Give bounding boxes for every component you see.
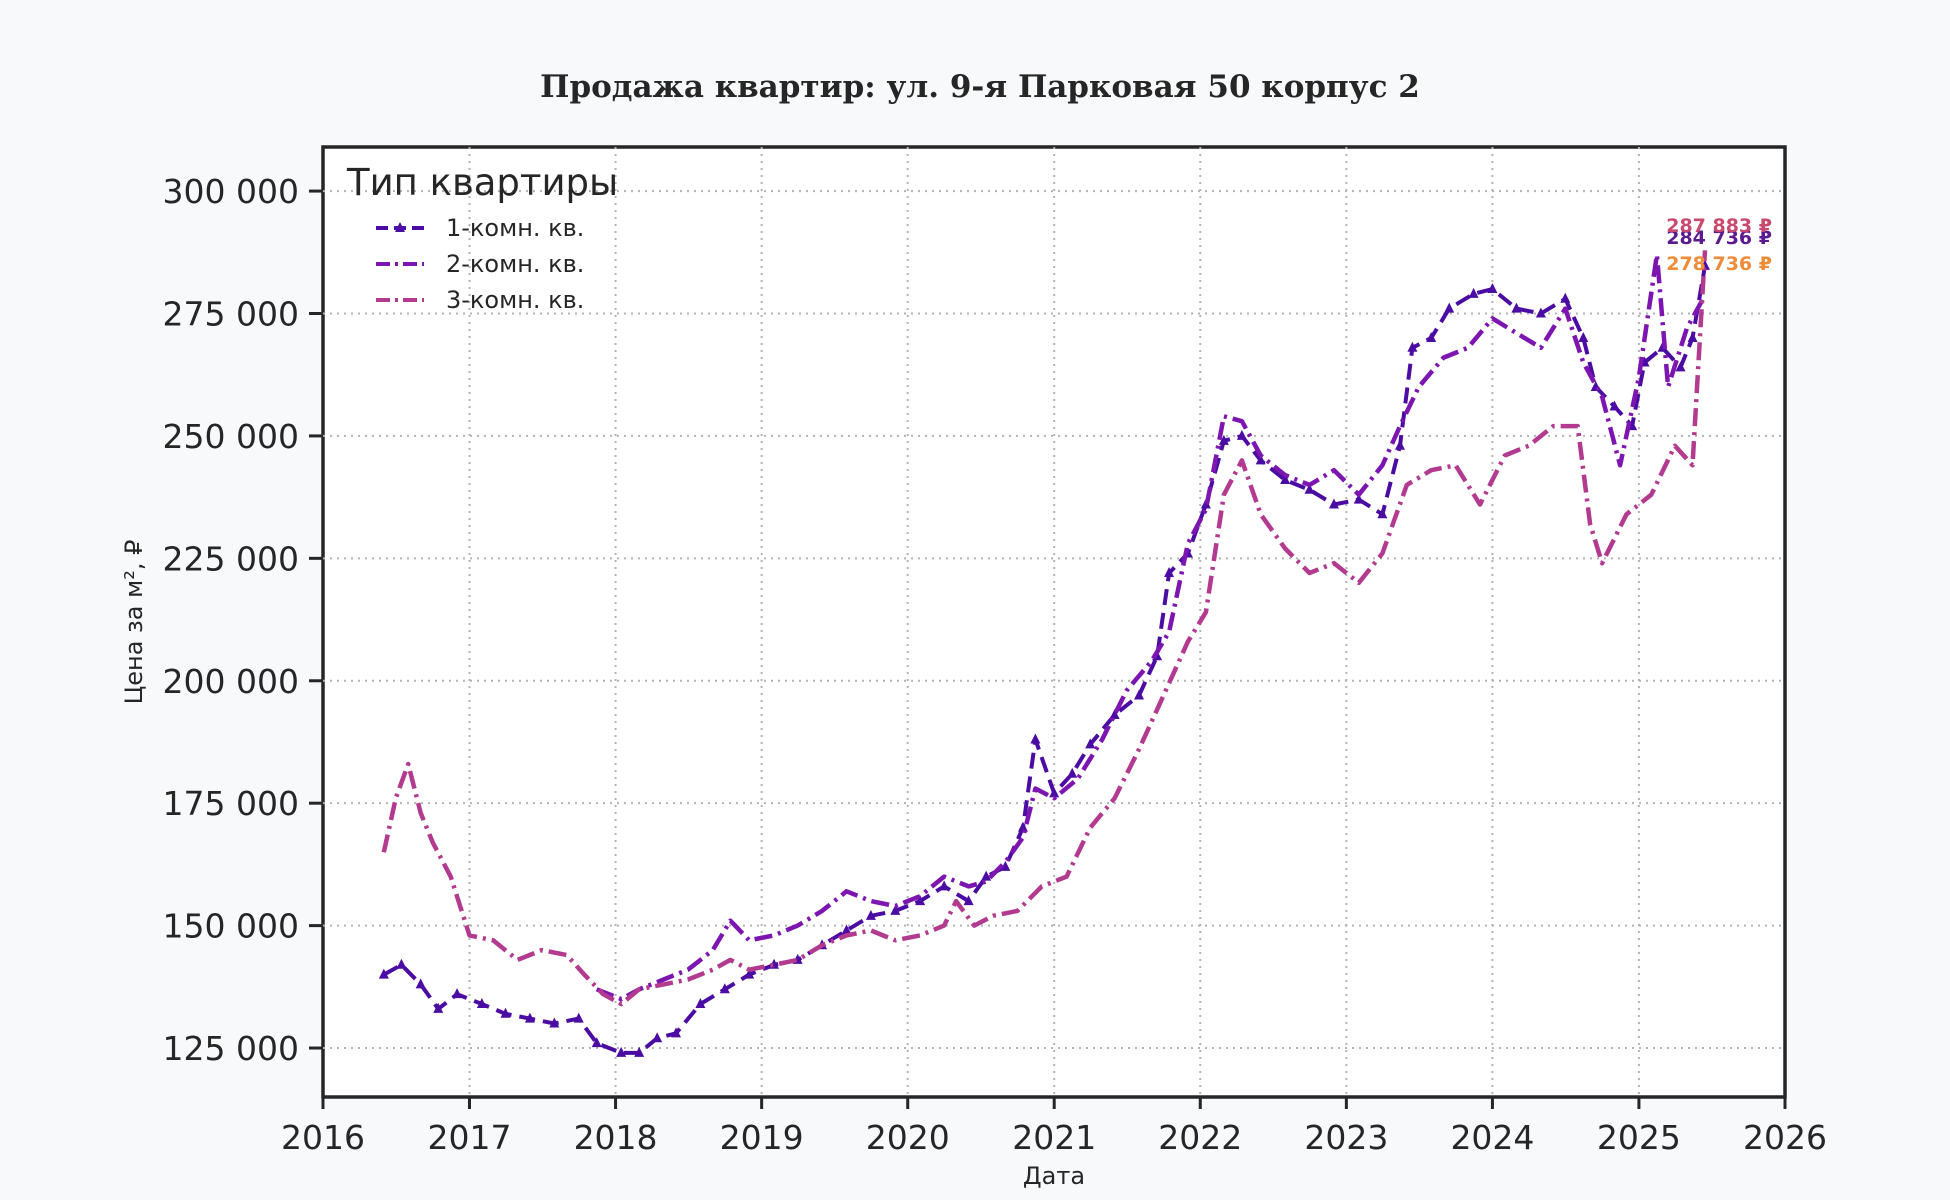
data-point-marker xyxy=(1353,493,1364,504)
series-line xyxy=(381,250,1708,1007)
data-point-marker xyxy=(433,1002,444,1013)
y-tick-label: 250 000 xyxy=(163,417,299,456)
legend-item: 1-комн. кв. xyxy=(376,214,584,242)
x-tick-label: 2023 xyxy=(1304,1118,1388,1157)
end-value-label: 278 736 ₽ xyxy=(1666,253,1772,275)
data-point-marker xyxy=(1109,709,1120,720)
data-point-marker xyxy=(1560,292,1571,303)
data-point-marker xyxy=(695,997,706,1008)
legend-label: 3-комн. кв. xyxy=(446,286,584,314)
data-point-marker xyxy=(1487,283,1498,294)
end-labels: 284 736 ₽ 278 736 ₽ 287 883 ₽ xyxy=(1666,215,1772,275)
data-point-marker xyxy=(1377,508,1388,519)
data-point-marker xyxy=(963,895,974,906)
data-point-marker xyxy=(591,1037,602,1048)
data-point-marker xyxy=(1134,689,1145,700)
data-point-marker xyxy=(1030,733,1041,744)
axis-ticks: 125 000 150 000 175 000 200 000 225 000 250 0… xyxy=(163,172,1827,1157)
data-point-marker xyxy=(841,924,852,935)
data-point-marker xyxy=(1218,434,1229,445)
data-point-marker xyxy=(1444,302,1455,313)
data-point-marker xyxy=(634,1046,645,1057)
x-tick-label: 2024 xyxy=(1450,1118,1534,1157)
x-tick-label: 2017 xyxy=(427,1118,511,1157)
data-point-marker xyxy=(1085,738,1096,749)
data-point-marker xyxy=(1280,473,1291,484)
data-point-marker xyxy=(1236,429,1247,440)
y-tick-label: 125 000 xyxy=(163,1029,299,1068)
y-tick-label: 200 000 xyxy=(163,662,299,701)
data-point-marker xyxy=(1535,307,1546,318)
data-point-marker xyxy=(1017,821,1028,832)
series-lines xyxy=(378,250,1710,1057)
data-point-marker xyxy=(396,958,407,969)
x-tick-label: 2020 xyxy=(866,1118,950,1157)
data-point-marker xyxy=(1675,361,1686,372)
end-value-label: 284 736 ₽ xyxy=(1666,227,1772,249)
legend-label: 1-комн. кв. xyxy=(446,214,584,242)
x-axis-label: Дата xyxy=(1023,1162,1085,1190)
data-point-marker xyxy=(915,895,926,906)
data-point-marker xyxy=(1407,341,1418,352)
x-tick-label: 2018 xyxy=(574,1118,658,1157)
y-tick-label: 300 000 xyxy=(163,172,299,211)
data-point-marker xyxy=(865,909,876,920)
data-point-marker xyxy=(1328,498,1339,509)
data-point-marker xyxy=(378,968,389,979)
data-point-marker xyxy=(1511,302,1522,313)
data-point-marker xyxy=(744,968,755,979)
legend-marker xyxy=(395,222,405,232)
y-axis-label: Цена за м², ₽ xyxy=(120,540,148,705)
series-2 xyxy=(595,252,1707,1002)
data-point-marker xyxy=(939,880,950,891)
x-tick-label: 2022 xyxy=(1158,1118,1242,1157)
x-tick-label: 2016 xyxy=(281,1118,365,1157)
data-point-marker xyxy=(452,988,463,999)
data-point-marker xyxy=(1687,331,1698,342)
legend-label: 2-комн. кв. xyxy=(446,250,584,278)
data-point-marker xyxy=(1067,767,1078,778)
series-3 xyxy=(381,250,1708,1007)
x-tick-label: 2019 xyxy=(720,1118,804,1157)
data-point-marker xyxy=(652,1032,663,1043)
y-tick-label: 275 000 xyxy=(163,294,299,333)
legend: Тип квартиры 1-комн. кв. 2-комн. кв. 3-ком… xyxy=(346,161,618,314)
x-tick-label: 2021 xyxy=(1012,1118,1096,1157)
data-point-marker xyxy=(476,997,487,1008)
data-point-marker xyxy=(981,870,992,881)
data-point-marker xyxy=(1609,400,1620,411)
data-point-marker xyxy=(415,978,426,989)
legend-title: Тип квартиры xyxy=(346,161,618,204)
data-point-marker xyxy=(524,1012,535,1023)
legend-item: 2-комн. кв. xyxy=(376,250,584,278)
data-point-marker xyxy=(1304,483,1315,494)
x-tick-label: 2026 xyxy=(1743,1118,1827,1157)
data-point-marker xyxy=(616,1046,627,1057)
series-line xyxy=(595,252,1707,1002)
series-line xyxy=(382,265,1707,1055)
data-point-marker xyxy=(1000,860,1011,871)
y-tick-label: 150 000 xyxy=(163,907,299,946)
data-point-marker xyxy=(1426,331,1437,342)
data-point-marker xyxy=(1049,787,1060,798)
chart-title: Продажа квартир: ул. 9-я Парковая 50 кор… xyxy=(540,69,1420,105)
data-point-marker xyxy=(1394,439,1405,450)
data-point-marker xyxy=(1164,567,1175,578)
data-point-marker xyxy=(500,1007,511,1018)
x-tick-label: 2025 xyxy=(1597,1118,1681,1157)
data-point-marker xyxy=(1468,287,1479,298)
data-point-marker xyxy=(719,983,730,994)
data-point-marker xyxy=(549,1017,560,1028)
data-point-marker xyxy=(670,1027,681,1038)
data-point-marker xyxy=(1255,454,1266,465)
data-point-marker xyxy=(890,904,901,915)
y-tick-label: 175 000 xyxy=(163,784,299,823)
legend-item: 3-комн. кв. xyxy=(376,286,584,314)
end-value-label: 287 883 ₽ xyxy=(1666,215,1772,237)
data-point-marker xyxy=(1578,331,1589,342)
y-tick-label: 225 000 xyxy=(163,539,299,578)
data-point-marker xyxy=(573,1012,584,1023)
